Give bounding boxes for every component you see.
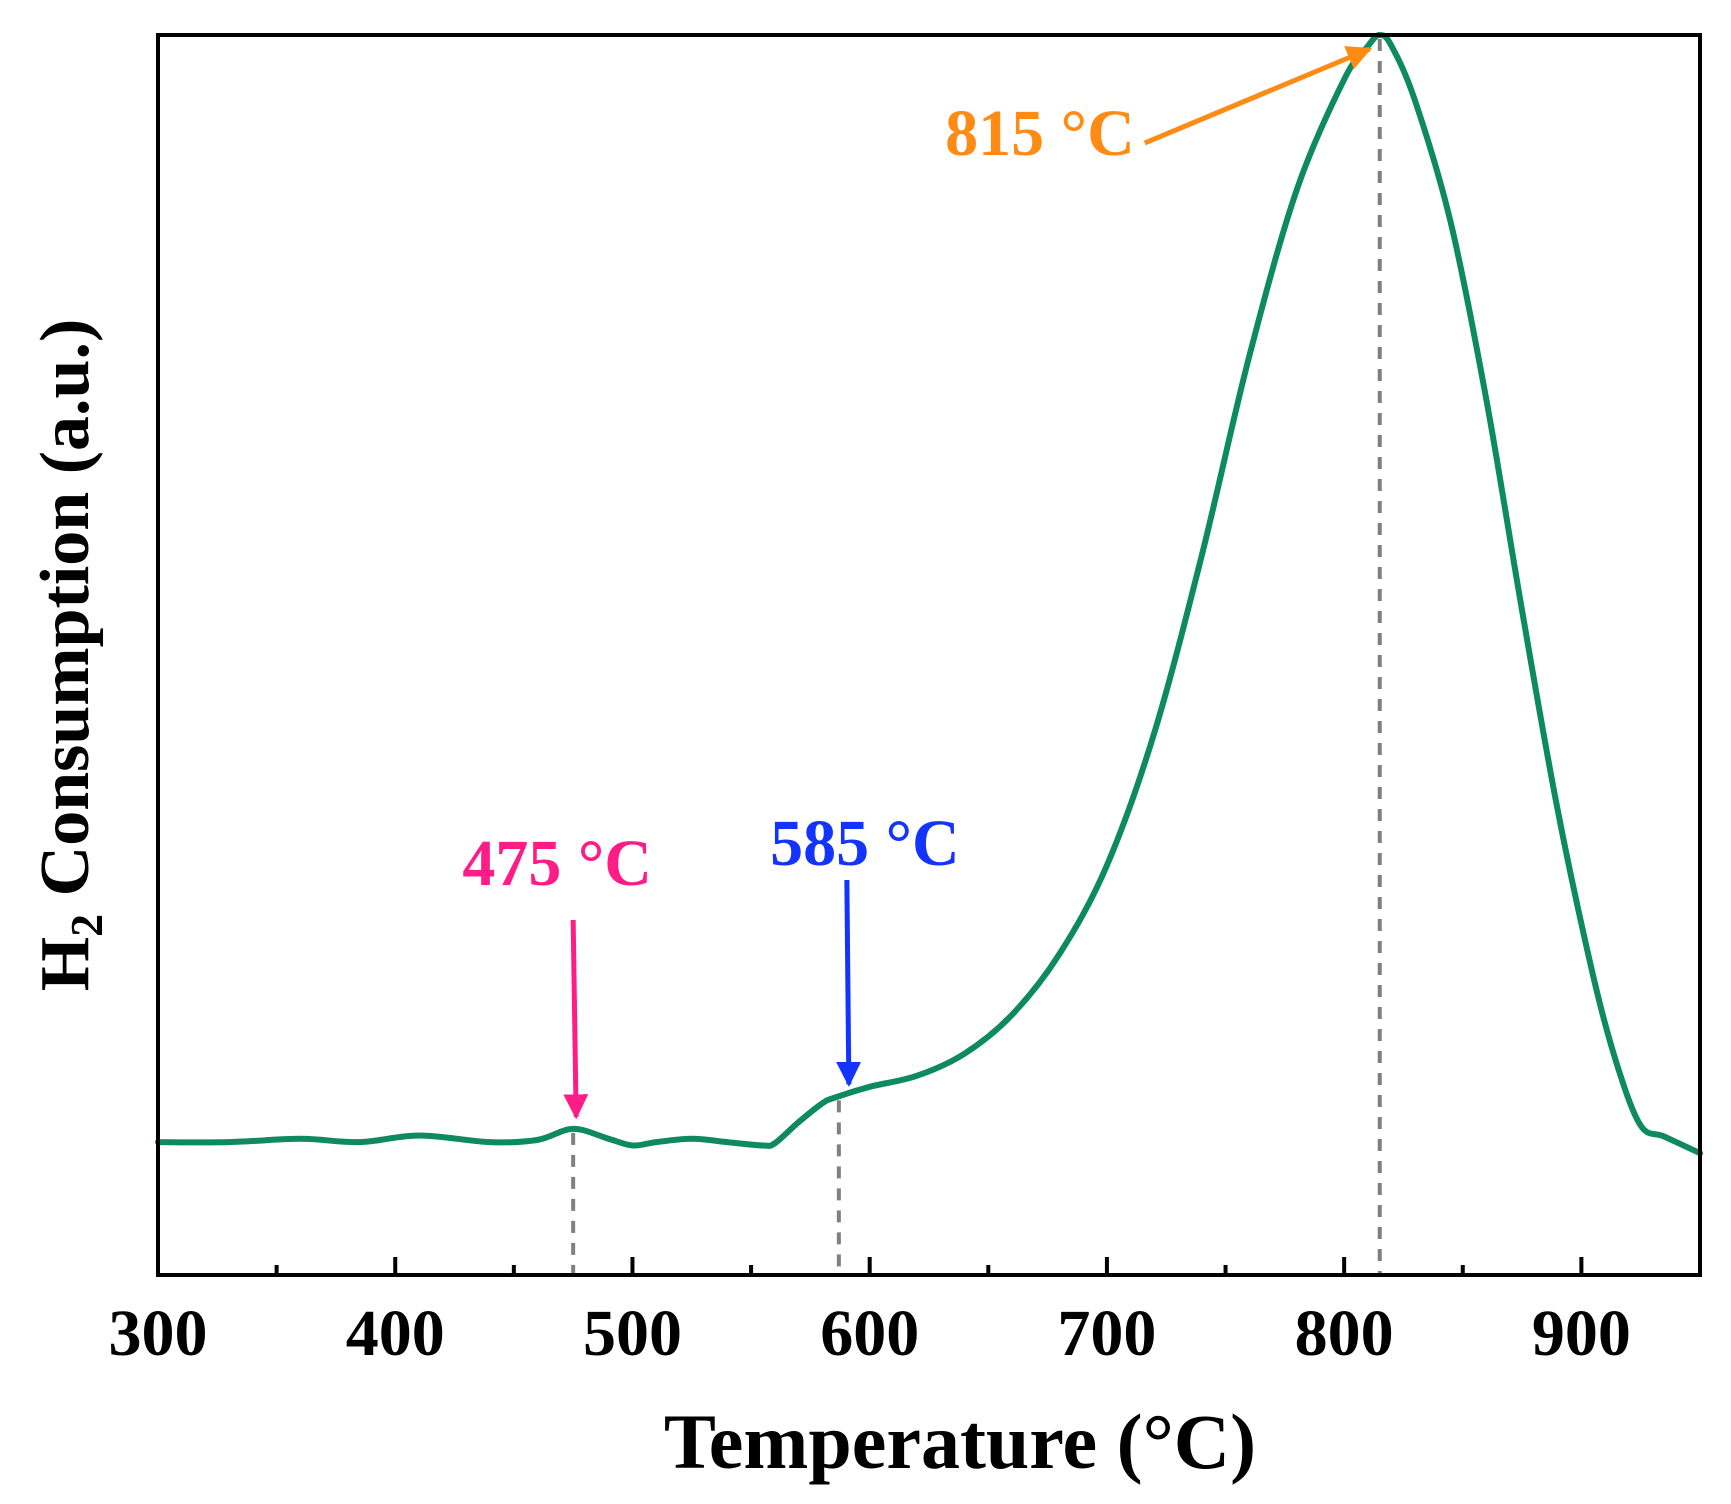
x-axis-tick-labels: 300 400 500 600 700 800 900: [109, 1297, 1631, 1370]
x-tick-label: 700: [1057, 1297, 1156, 1370]
annotation-label-815: 815 °C: [945, 97, 1135, 170]
x-tick-label: 300: [109, 1297, 208, 1370]
y-axis-label-rest: Consumption (a.u.): [27, 319, 104, 914]
x-tick-label: 900: [1532, 1297, 1631, 1370]
x-tick-label: 500: [583, 1297, 682, 1370]
plot-frame: [156, 33, 1702, 1277]
annotation-arrow-815: [1143, 46, 1373, 146]
peak-guide-lines: [571, 39, 1382, 1275]
series-line-0: [155, 32, 1703, 1157]
annotation-arrow-475: [563, 919, 589, 1120]
x-tick-label: 600: [820, 1297, 919, 1370]
x-axis-label: Temperature (°C): [664, 1398, 1256, 1485]
annotation-label-585: 585 °C: [770, 807, 960, 880]
annotation-arrow-585: [836, 879, 862, 1087]
y-axis-label-subscript: 2: [61, 914, 112, 937]
x-axis-ticks: [156, 1257, 1584, 1275]
annotation-label-475: 475 °C: [462, 827, 652, 900]
y-axis-label: H2 Consumption (a.u.): [27, 319, 112, 992]
x-tick-label: 400: [346, 1297, 445, 1370]
annotations: 475 °C 585 °C 815 °C: [462, 46, 1373, 1120]
x-tick-label: 800: [1295, 1297, 1394, 1370]
series-layer: [155, 32, 1703, 1157]
y-axis-label-h: H: [27, 937, 104, 991]
